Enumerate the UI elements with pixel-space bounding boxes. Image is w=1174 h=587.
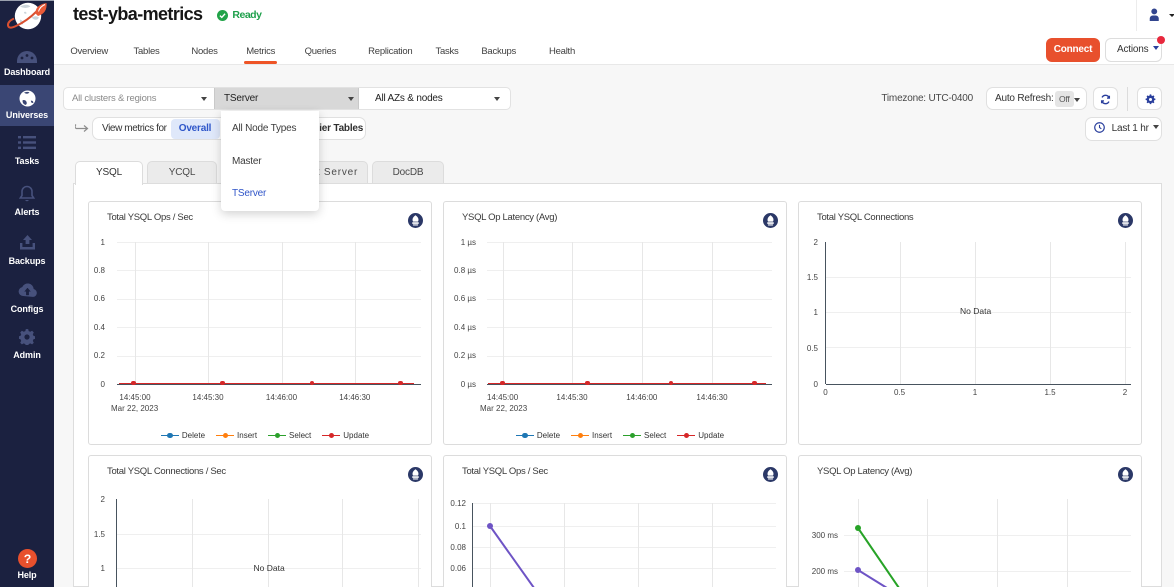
svg-text:?: ?: [23, 552, 31, 566]
